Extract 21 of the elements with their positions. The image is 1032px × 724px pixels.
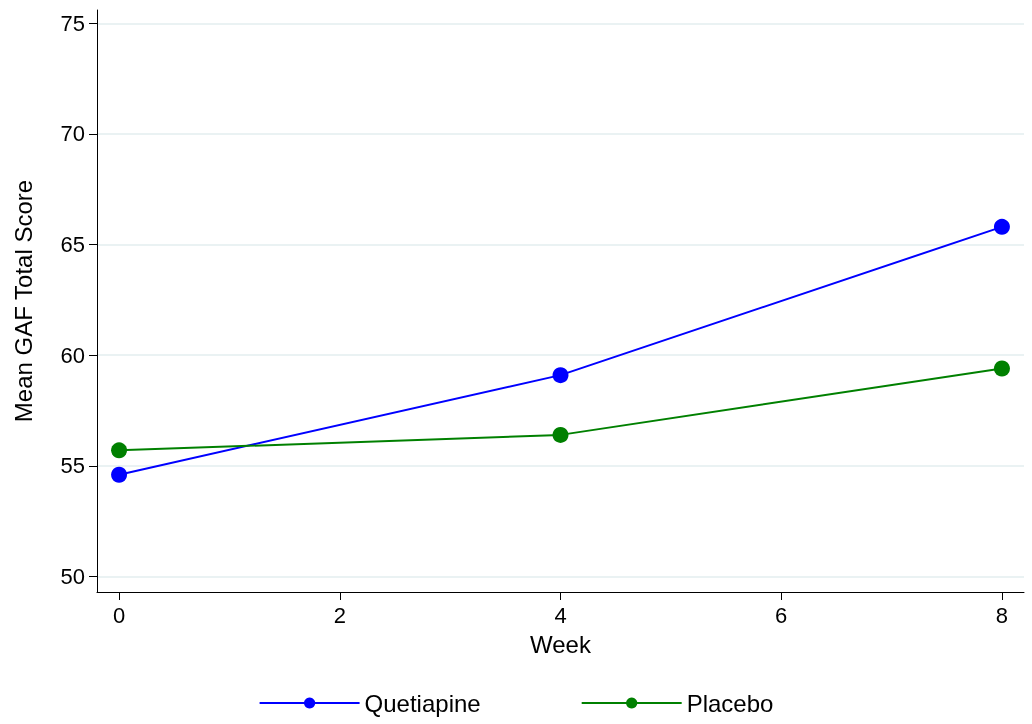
x-tick-label: 0 <box>112 602 126 628</box>
x-tick-label: 4 <box>554 602 567 628</box>
point <box>552 426 569 443</box>
point <box>111 442 128 459</box>
y-tick-label: 50 <box>60 564 85 590</box>
x-tick-label: 6 <box>775 602 788 628</box>
point <box>993 218 1010 235</box>
legend-label: Quetiapine <box>364 689 481 717</box>
x-axis-title: Week <box>530 630 592 658</box>
y-tick-label: 65 <box>60 232 85 258</box>
y-axis-title: Mean GAF Total Score <box>9 179 37 423</box>
y-tick-label: 70 <box>60 121 85 147</box>
x-tick-label: 2 <box>333 602 346 628</box>
y-tick-label: 60 <box>60 342 85 368</box>
point <box>993 360 1010 377</box>
point <box>111 466 128 483</box>
y-tick-label: 75 <box>60 10 85 36</box>
point <box>552 367 569 384</box>
y-tick-label: 55 <box>60 453 85 479</box>
legend-label: Placebo <box>686 689 774 717</box>
x-tick-label: 8 <box>995 602 1009 628</box>
